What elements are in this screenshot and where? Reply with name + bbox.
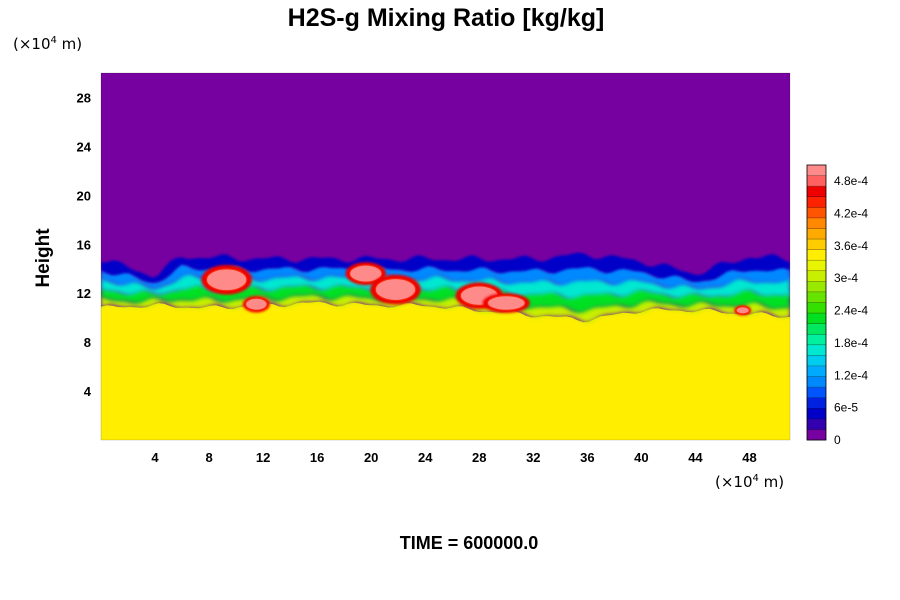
y-tick-label: 24 bbox=[77, 139, 92, 154]
colorbar-segment bbox=[807, 365, 826, 377]
y-tick-label: 20 bbox=[77, 188, 91, 203]
y-axis-unit: (×104 m) bbox=[13, 35, 82, 53]
colorbar-segment bbox=[807, 239, 826, 250]
x-tick-label: 20 bbox=[364, 450, 378, 465]
time-label: TIME = 600000.0 bbox=[400, 533, 539, 553]
colorbar-segment bbox=[807, 291, 826, 303]
mixing-band-yellow-green bbox=[101, 293, 790, 323]
colorbar-segment bbox=[807, 344, 826, 356]
x-tick-label: 44 bbox=[688, 450, 703, 465]
colorbar-tick-label: 1.2e-4 bbox=[834, 368, 868, 382]
colorbar-tick-label: 4.8e-4 bbox=[834, 174, 868, 188]
y-tick-label: 8 bbox=[84, 335, 91, 350]
colorbar-segment bbox=[807, 165, 826, 176]
colorbar-segment bbox=[807, 281, 826, 293]
plot-frame bbox=[100, 72, 791, 441]
colorbar-segment bbox=[807, 376, 826, 388]
x-tick-label: 8 bbox=[205, 450, 212, 465]
y-tick-label: 12 bbox=[77, 286, 91, 301]
mixing-band-cyan bbox=[101, 271, 790, 300]
y-tick-label: 28 bbox=[77, 90, 91, 105]
colorbar-tick-label: 2.4e-4 bbox=[834, 304, 868, 318]
plot-area bbox=[101, 73, 790, 440]
x-tick-label: 28 bbox=[472, 450, 486, 465]
colorbar-tick-label: 0 bbox=[834, 433, 841, 447]
colorbar-segment bbox=[807, 260, 826, 272]
x-axis-unit: (×104 m) bbox=[715, 473, 784, 491]
colorbar-segment bbox=[807, 355, 826, 367]
x-tick-label: 24 bbox=[418, 450, 433, 465]
x-tick-label: 48 bbox=[742, 450, 756, 465]
y-axis-label: Height bbox=[33, 228, 54, 288]
colorbar-segment bbox=[807, 408, 826, 420]
colorbar-segment bbox=[807, 334, 826, 346]
high-value-patch bbox=[244, 297, 268, 311]
mixing-band-dark-blue bbox=[101, 252, 790, 283]
high-value-patch bbox=[374, 277, 417, 302]
colorbar-segment bbox=[807, 323, 826, 335]
colorbar-segment bbox=[807, 302, 826, 314]
high-value-patch bbox=[348, 264, 383, 283]
x-tick-label: 16 bbox=[310, 450, 324, 465]
colorbar-segment bbox=[807, 207, 826, 219]
x-tick-label: 36 bbox=[580, 450, 594, 465]
colorbar-segment bbox=[807, 270, 826, 282]
colorbar-segment bbox=[807, 387, 826, 398]
colorbar-tick-label: 3.6e-4 bbox=[834, 239, 868, 253]
colorbar-segment bbox=[807, 249, 826, 261]
colorbar-segment bbox=[807, 186, 826, 198]
colorbar-segment bbox=[807, 397, 826, 409]
colorbar-segment bbox=[807, 217, 826, 229]
y-axis-ticks: 4 8 12 16 20 24 28 bbox=[77, 90, 92, 399]
chart-title: H2S-g Mixing Ratio [kg/kg] bbox=[288, 4, 605, 32]
colorbar-segment bbox=[807, 313, 826, 324]
high-value-patch bbox=[735, 306, 751, 315]
colorbar-segment bbox=[807, 429, 826, 441]
x-tick-label: 32 bbox=[526, 450, 540, 465]
x-axis-ticks: 4 8 12 16 20 24 28 32 36 40 44 48 bbox=[151, 450, 756, 465]
colorbar-ticks: 0 6e-5 1.2e-4 1.8e-4 2.4e-4 3e-4 3.6e-4 4.2e-4 4… bbox=[834, 174, 868, 447]
colorbar-segment bbox=[807, 418, 826, 430]
x-tick-label: 12 bbox=[256, 450, 270, 465]
high-value-patch bbox=[486, 295, 526, 311]
lower-layer-region bbox=[101, 301, 790, 440]
colorbar-segment bbox=[807, 228, 826, 240]
colorbar-tick-label: 3e-4 bbox=[834, 271, 858, 285]
colorbar-segment bbox=[807, 196, 826, 208]
high-value-patch bbox=[205, 268, 248, 292]
colorbar-tick-label: 4.2e-4 bbox=[834, 207, 868, 221]
colorbar-frame bbox=[806, 164, 827, 441]
colorbar bbox=[806, 164, 827, 441]
x-tick-label: 4 bbox=[151, 450, 159, 465]
colorbar-segment bbox=[807, 175, 826, 187]
colorbar-tick-label: 6e-5 bbox=[834, 401, 858, 415]
y-tick-label: 4 bbox=[84, 384, 92, 399]
colorbar-tick-label: 1.8e-4 bbox=[834, 336, 868, 350]
y-tick-label: 16 bbox=[77, 237, 91, 252]
x-tick-label: 40 bbox=[634, 450, 648, 465]
